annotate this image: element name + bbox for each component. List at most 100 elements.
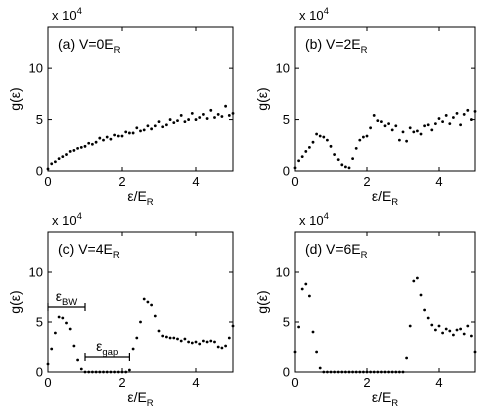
data-point	[139, 320, 142, 324]
y-tick-label: 10	[276, 265, 290, 280]
data-point	[444, 114, 448, 117]
data-point	[105, 135, 109, 139]
data-point	[46, 167, 50, 171]
data-point	[168, 118, 172, 121]
panel-b: 0 2 4 0 5 10 x 104 (b) V=2ER g(ε) ε/ER	[254, 6, 477, 208]
data-point	[470, 334, 473, 338]
data-point	[322, 135, 326, 139]
data-point	[333, 153, 336, 156]
data-point	[434, 122, 437, 126]
data-point	[102, 138, 105, 142]
data-point	[150, 127, 154, 131]
x-tick-label: 0	[44, 375, 51, 390]
data-point	[311, 140, 315, 144]
data-point	[423, 124, 426, 128]
data-point	[365, 370, 369, 374]
y-axis-label: g(ε)	[254, 290, 270, 313]
y-tick-label: 10	[29, 61, 43, 76]
data-point	[113, 133, 116, 137]
x-axis-label: ε/ER	[127, 188, 153, 208]
x-tick-label: 2	[118, 375, 125, 390]
data-point	[124, 370, 128, 374]
data-point	[304, 150, 308, 153]
panel-a: 0 2 4 0 5 10 x 104 (a) V=0ER g(ε) ε/ER	[7, 6, 235, 208]
data-point	[358, 138, 362, 142]
data-point	[351, 157, 354, 161]
x-axis-label: ε/ER	[127, 389, 153, 409]
data-point	[94, 140, 98, 144]
panel-c: 0 2 4 0 5 10 x 104 (c) V=4ER g(ε) ε/ER εBW εgap	[7, 211, 235, 409]
data-point	[398, 370, 401, 374]
data-point	[315, 132, 318, 136]
x-tick-label: 2	[118, 174, 125, 189]
data-point	[459, 327, 462, 331]
data-point	[57, 157, 61, 161]
y-tick-label: 5	[283, 315, 290, 330]
data-point	[124, 130, 128, 134]
data-point	[390, 370, 394, 374]
data-point	[102, 370, 105, 374]
data-point	[470, 118, 473, 121]
y-tick-label: 0	[36, 365, 43, 380]
data-point	[473, 109, 477, 113]
data-point	[202, 113, 205, 116]
data-point	[293, 166, 297, 170]
data-point	[213, 340, 216, 344]
data-point	[405, 356, 408, 360]
data-point	[315, 350, 318, 354]
data-point	[187, 340, 191, 344]
data-point	[452, 116, 455, 119]
data-point	[72, 344, 76, 348]
y-axis-label: g(ε)	[254, 87, 270, 110]
data-point	[172, 336, 176, 340]
data-point	[165, 335, 168, 339]
data-point	[116, 134, 120, 138]
panel-title: (b) V=2ER	[305, 36, 368, 56]
data-point	[120, 370, 124, 374]
axis-multiplier: x 104	[299, 6, 329, 23]
data-point	[329, 144, 333, 148]
data-point	[311, 330, 315, 334]
data-point	[205, 340, 209, 344]
data-point	[333, 370, 336, 374]
data-point	[340, 370, 344, 374]
data-point	[46, 362, 50, 366]
data-point	[68, 327, 72, 331]
data-point	[408, 324, 412, 328]
annotation-label-bw: εBW	[56, 288, 78, 308]
data-point	[441, 331, 444, 335]
y-tick-label: 5	[36, 315, 43, 330]
data-point	[462, 332, 466, 336]
y-tick-label: 5	[36, 112, 43, 127]
plot-frame-c	[47, 231, 234, 373]
data-point	[401, 130, 405, 134]
data-point	[157, 329, 161, 333]
data-point	[297, 159, 300, 163]
data-point	[91, 370, 94, 374]
data-point	[176, 119, 179, 122]
data-point	[473, 350, 477, 354]
data-point	[157, 120, 161, 124]
data-point	[408, 126, 412, 130]
data-point	[369, 370, 372, 374]
data-point	[91, 142, 94, 146]
x-axis-label: ε/ER	[372, 188, 398, 208]
data-point	[437, 117, 441, 120]
data-point	[231, 112, 235, 115]
data-point	[401, 370, 405, 374]
data-point	[300, 287, 304, 291]
data-point	[142, 128, 146, 132]
annotation-label-gap: εgap	[96, 338, 118, 358]
data-point	[437, 324, 441, 328]
data-point	[462, 113, 466, 116]
x-tick-label: 2	[363, 375, 370, 390]
data-point	[65, 321, 68, 325]
data-point	[430, 128, 434, 132]
data-point	[216, 113, 220, 116]
data-point	[190, 341, 194, 345]
data-point	[434, 328, 437, 332]
data-point	[227, 336, 231, 340]
data-point	[344, 165, 347, 169]
data-point	[448, 329, 452, 333]
data-point	[419, 293, 423, 297]
